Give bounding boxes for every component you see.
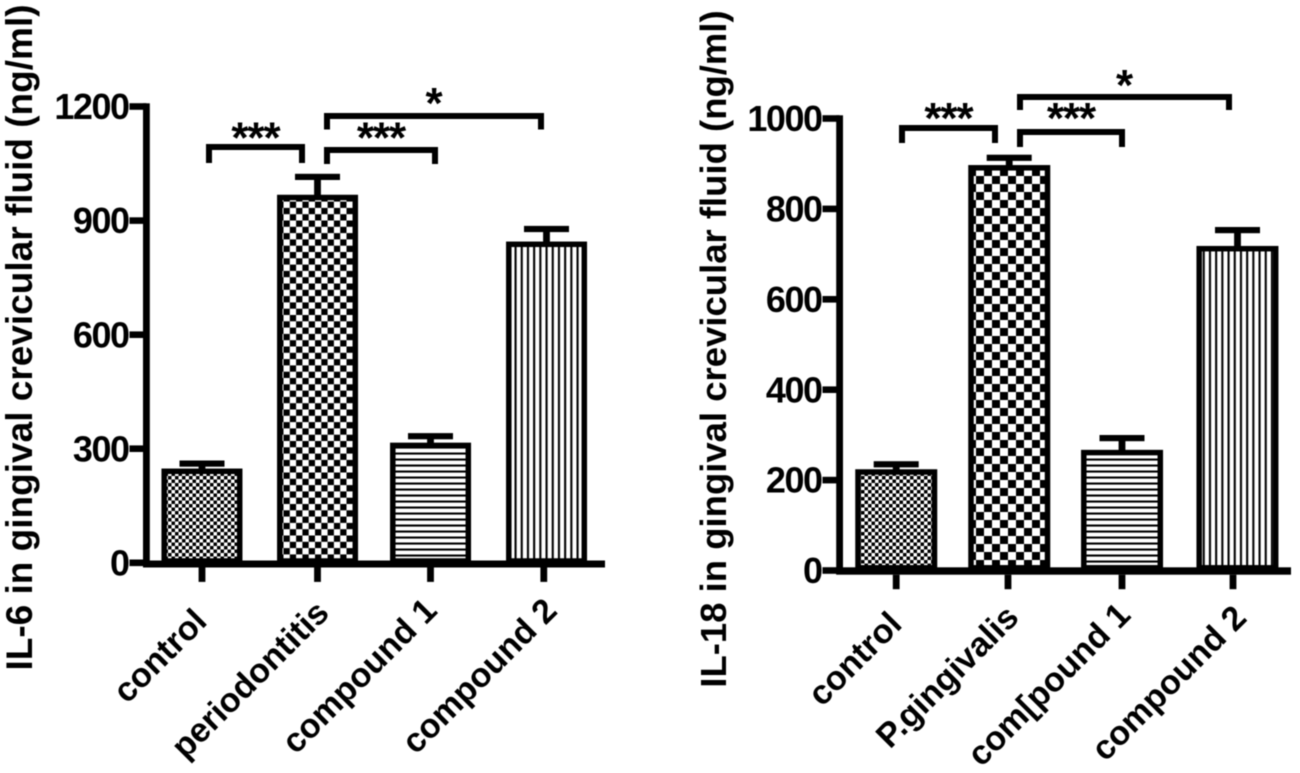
svg-text:600: 600 — [766, 279, 822, 320]
svg-text:control: control — [801, 605, 909, 713]
svg-text:***: *** — [231, 114, 281, 163]
svg-text:***: *** — [924, 94, 974, 143]
svg-text:*: * — [425, 79, 443, 128]
svg-text:200: 200 — [766, 460, 822, 501]
svg-text:0: 0 — [110, 542, 129, 583]
svg-text:300: 300 — [73, 428, 129, 469]
svg-text:IL-18 in gingival crevicular f: IL-18 in gingival crevicular fluid (ng/m… — [693, 10, 734, 687]
svg-text:IL-6 in gingival crevicular fl: IL-6 in gingival crevicular fluid (ng/ml… — [0, 4, 40, 670]
svg-text:1000: 1000 — [747, 98, 822, 139]
svg-text:600: 600 — [73, 314, 129, 355]
svg-text:control: control — [106, 602, 214, 710]
svg-text:*: * — [1116, 61, 1134, 110]
svg-text:800: 800 — [766, 189, 822, 230]
svg-text:0: 0 — [803, 550, 822, 591]
svg-text:***: *** — [357, 114, 407, 163]
svg-text:900: 900 — [73, 200, 129, 241]
svg-text:***: *** — [1047, 94, 1097, 143]
svg-text:400: 400 — [766, 369, 822, 410]
svg-text:1200: 1200 — [54, 86, 129, 127]
